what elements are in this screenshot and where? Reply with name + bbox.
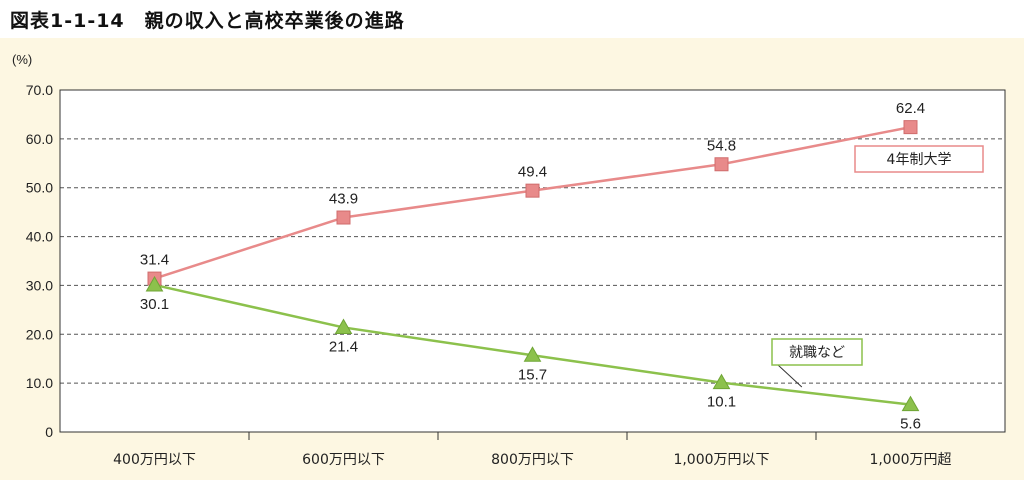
y-tick-label: 0 <box>45 424 53 440</box>
x-tick-label: 800万円以下 <box>491 452 574 468</box>
data-point-triangle <box>145 275 164 292</box>
plot-frame <box>59 89 1006 433</box>
data-label: 31.4 <box>140 252 169 269</box>
series-tag-leader <box>777 364 803 388</box>
data-point-triangle <box>712 373 731 390</box>
x-tick-label: 1,000万円以下 <box>673 452 769 468</box>
data-label: 49.4 <box>518 164 547 181</box>
data-point-square <box>903 120 918 135</box>
y-axis-unit: (%) <box>12 52 32 67</box>
data-point-square <box>525 183 540 198</box>
series-tag-box <box>771 338 863 366</box>
data-label: 54.8 <box>707 137 736 154</box>
data-label: 43.9 <box>329 191 358 208</box>
chart-panel: 0 10.0 20.0 30.0 40.0 50.0 60.0 70.0 400万円以下 600万… <box>0 38 1024 480</box>
y-tick-label: 30.0 <box>26 277 53 293</box>
x-tick-label: 400万円以下 <box>113 452 196 468</box>
line-chart: 0 10.0 20.0 30.0 40.0 50.0 60.0 70.0 400万円以下 600万… <box>12 52 1006 468</box>
y-tick-label: 60.0 <box>26 131 53 147</box>
y-tick-label: 70.0 <box>26 82 53 98</box>
data-point-square <box>336 210 351 225</box>
data-point-triangle <box>901 395 920 412</box>
plot-area <box>60 90 1005 432</box>
figure-title: 図表1-1-14 親の収入と高校卒業後の進路 <box>10 10 405 32</box>
y-tick-label: 20.0 <box>26 326 53 342</box>
data-label: 30.1 <box>140 296 169 313</box>
data-label: 5.6 <box>900 416 921 433</box>
y-tick-label: 50.0 <box>26 180 53 196</box>
series-tag-label: 就職など <box>789 345 845 361</box>
series-tag-box <box>854 145 984 173</box>
series-tag-label: 4年制大学 <box>887 152 952 168</box>
data-label: 10.1 <box>707 394 736 411</box>
data-label: 21.4 <box>329 338 358 355</box>
y-tick-label: 40.0 <box>26 229 53 245</box>
data-label: 15.7 <box>518 366 547 383</box>
data-point-triangle <box>523 346 542 362</box>
data-point-triangle <box>334 318 353 334</box>
data-label: 62.4 <box>896 100 925 117</box>
y-tick-label: 10.0 <box>26 375 53 391</box>
data-point-square <box>714 157 729 172</box>
x-tick-label: 1,000万円超 <box>869 452 951 468</box>
x-tick-label: 600万円以下 <box>302 452 385 468</box>
